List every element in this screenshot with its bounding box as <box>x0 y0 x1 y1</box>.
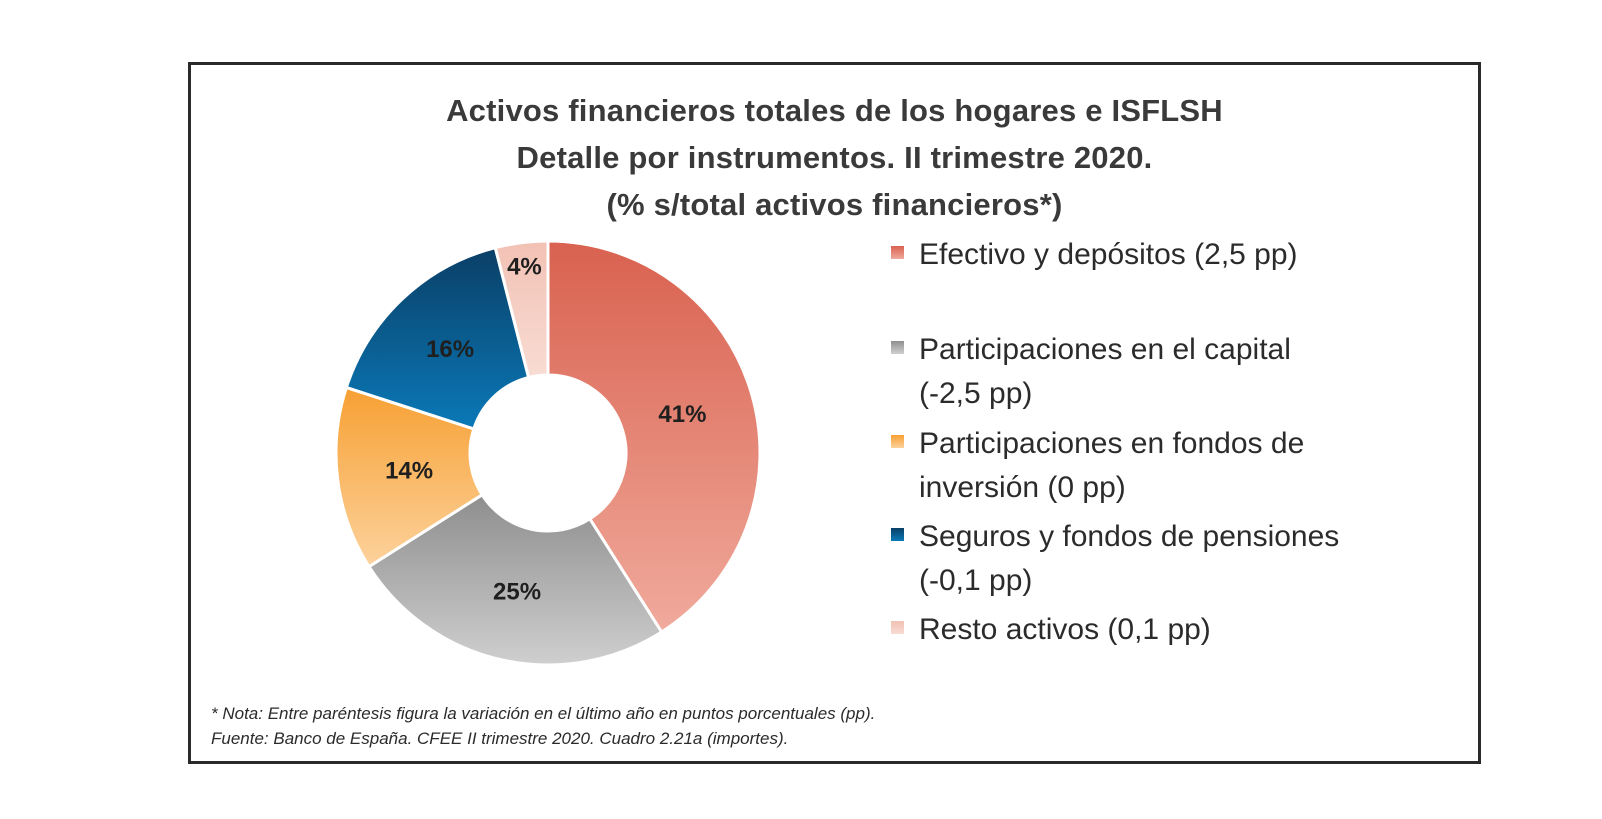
legend-item-capital: Participaciones en el capital (-2,5 pp) <box>891 328 1291 416</box>
donut-slice-resto <box>493 239 550 380</box>
footnote-fuente: Fuente: Banco de España. CFEE II trimest… <box>211 729 789 748</box>
legend-swatch-seguros <box>891 528 904 541</box>
donut-slice-capital <box>366 492 664 667</box>
chart-title-line-2: Detalle por instrumentos. II trimestre 2… <box>516 140 1153 175</box>
donut-labels: 41% 25% 14% 16% 4% <box>385 253 706 605</box>
legend-swatch-capital <box>891 341 904 354</box>
donut-slices <box>334 239 762 667</box>
legend-item-resto: Resto activos (0,1 pp) <box>891 608 1211 652</box>
chart-title-line-1: Activos financieros totales de los hogar… <box>446 93 1223 128</box>
chart-title-line-3: (% s/total activos financieros*) <box>606 187 1063 222</box>
donut-chart: 41% 25% 14% 16% 4% <box>334 239 762 667</box>
legend-swatch-fondos-inversion <box>891 435 904 448</box>
chart-footnote: * Nota: Entre paréntesis figura la varia… <box>211 701 875 751</box>
donut-label-seguros: 16% <box>426 336 474 363</box>
legend-item-efectivo: Efectivo y depósitos (2,5 pp) <box>891 233 1298 277</box>
donut-label-fondos-inversion: 14% <box>385 458 433 485</box>
legend-swatch-resto <box>891 621 904 634</box>
legend-item-seguros: Seguros y fondos de pensiones (-0,1 pp) <box>891 515 1339 603</box>
donut-label-capital: 25% <box>493 579 541 606</box>
footnote-nota: * Nota: Entre paréntesis figura la varia… <box>211 704 876 723</box>
legend-label-seguros: Seguros y fondos de pensiones (-0,1 pp) <box>919 520 1340 597</box>
donut-label-resto: 4% <box>507 253 542 280</box>
donut-slice-seguros <box>344 245 531 431</box>
donut-slice-fondos-inversion <box>334 385 485 569</box>
legend-swatch-efectivo <box>891 246 904 259</box>
legend-label-efectivo: Efectivo y depósitos (2,5 pp) <box>919 238 1298 271</box>
chart-frame: Activos financieros totales de los hogar… <box>188 62 1481 764</box>
legend-label-fondos-inversion: Participaciones en fondos de inversión (… <box>919 427 1305 504</box>
chart-title: Activos financieros totales de los hogar… <box>191 87 1478 228</box>
legend-label-capital: Participaciones en el capital (-2,5 pp) <box>919 333 1291 410</box>
legend-label-resto: Resto activos (0,1 pp) <box>919 613 1211 646</box>
legend-item-fondos-inversion: Participaciones en fondos de inversión (… <box>891 422 1304 510</box>
donut-label-efectivo: 41% <box>658 401 706 428</box>
